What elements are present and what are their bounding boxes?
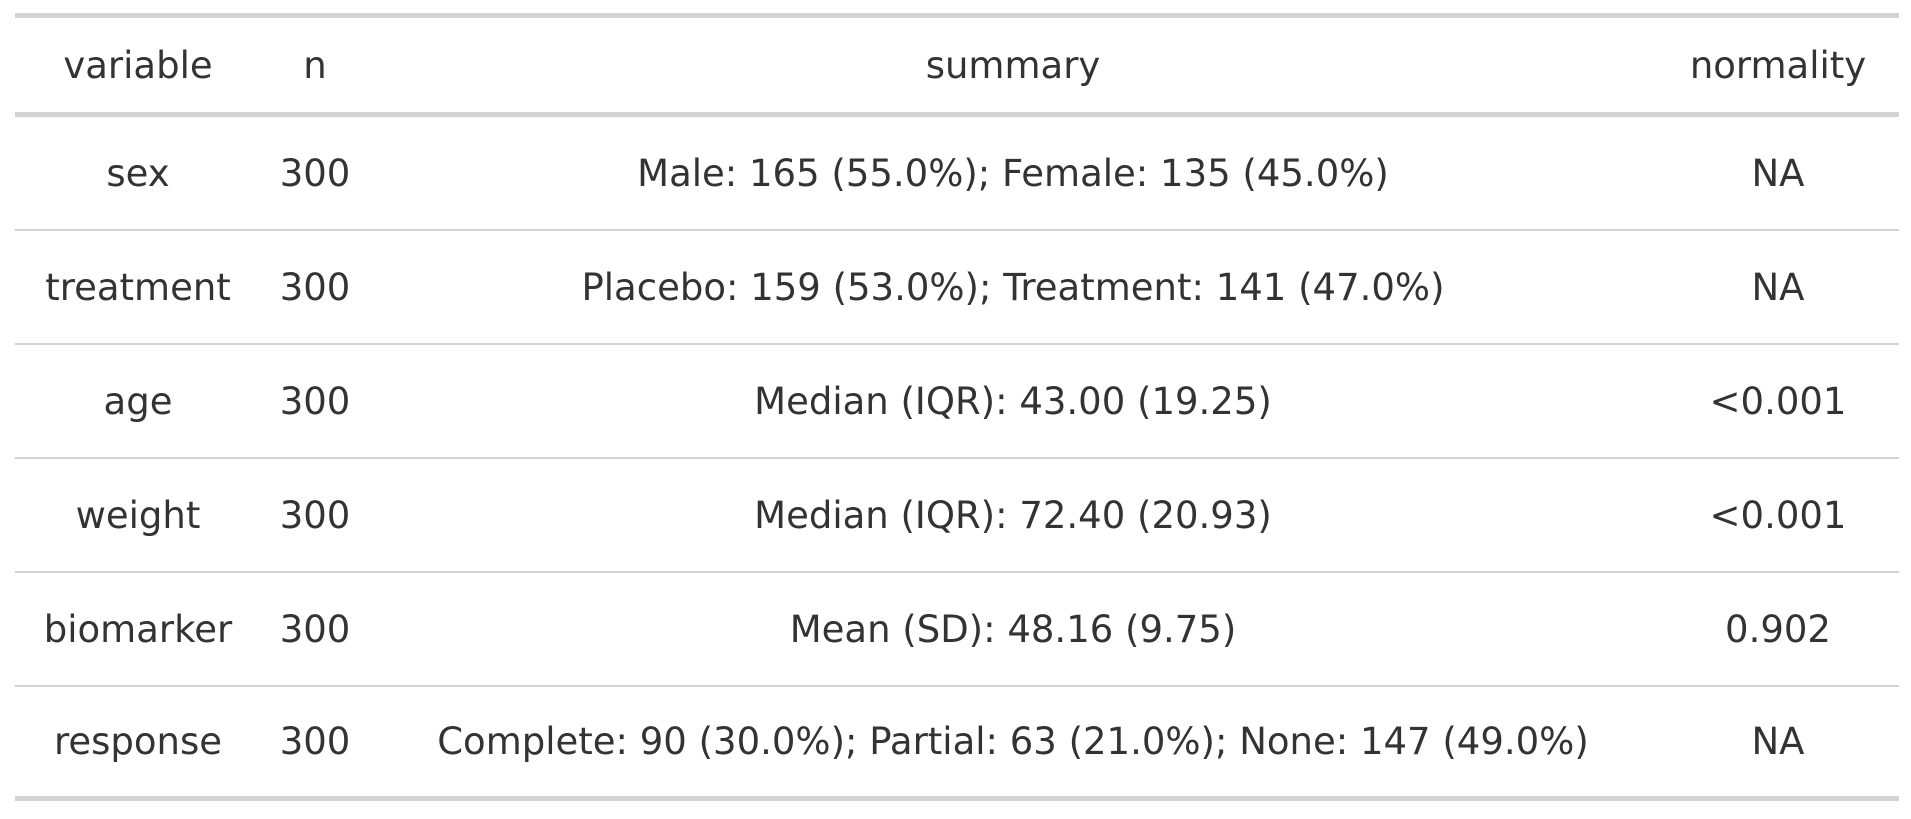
table-cell: 0.902: [1725, 607, 1831, 651]
table-row: weight 300 Median (IQR): 72.40 (20.93) <0.0…: [15, 459, 1899, 573]
table-cell: 300: [279, 265, 351, 309]
table-cell: 300: [279, 720, 351, 763]
header-cell: variable: [63, 43, 213, 87]
table-cell: 300: [279, 493, 351, 537]
table-cell: <0.001: [1709, 379, 1847, 423]
table-cell: NA: [1751, 720, 1805, 763]
table-cell: NA: [1751, 151, 1805, 195]
table-cell: Mean (SD): 48.16 (9.75): [789, 607, 1237, 651]
table-row: biomarker 300 Mean (SD): 48.16 (9.75) 0.902: [15, 573, 1899, 687]
table-cell: Median (IQR): 72.40 (20.93): [754, 493, 1272, 537]
table-cell: sex: [106, 151, 170, 195]
table-cell: 300: [279, 607, 351, 651]
table-cell: 300: [279, 151, 351, 195]
header-cell: normality: [1689, 43, 1867, 87]
table-cell: Complete: 90 (30.0%); Partial: 63 (21.0%…: [437, 720, 1589, 763]
table-row: sex 300 Male: 165 (55.0%); Female: 135 (45…: [15, 117, 1899, 231]
header-row: variable n summary normality: [15, 13, 1899, 117]
table-cell: 300: [279, 379, 351, 423]
table-cell: NA: [1751, 265, 1805, 309]
table-cell: weight: [75, 493, 201, 537]
table-row: treatment 300 Placebo: 159 (53.0%); Treatm…: [15, 231, 1899, 345]
table-row: age 300 Median (IQR): 43.00 (19.25) <0.001: [15, 345, 1899, 459]
table-cell: treatment: [45, 265, 231, 309]
header-cell: n: [303, 43, 327, 87]
header-cell: summary: [925, 43, 1101, 87]
table-cell: response: [53, 720, 223, 763]
table-cell: biomarker: [43, 607, 233, 651]
table-cell: Median (IQR): 43.00 (19.25): [754, 379, 1272, 423]
table-cell: <0.001: [1709, 493, 1847, 537]
table-cell: Placebo: 159 (53.0%); Treatment: 141 (47…: [581, 265, 1445, 309]
summary-table: variable n summary normality sex 300 Male: 165…: [15, 13, 1899, 801]
table-cell: age: [103, 379, 173, 423]
table-cell: Male: 165 (55.0%); Female: 135 (45.0%): [637, 151, 1389, 195]
table-row: response 300 Complete: 90 (30.0%); Partial…: [15, 687, 1899, 801]
